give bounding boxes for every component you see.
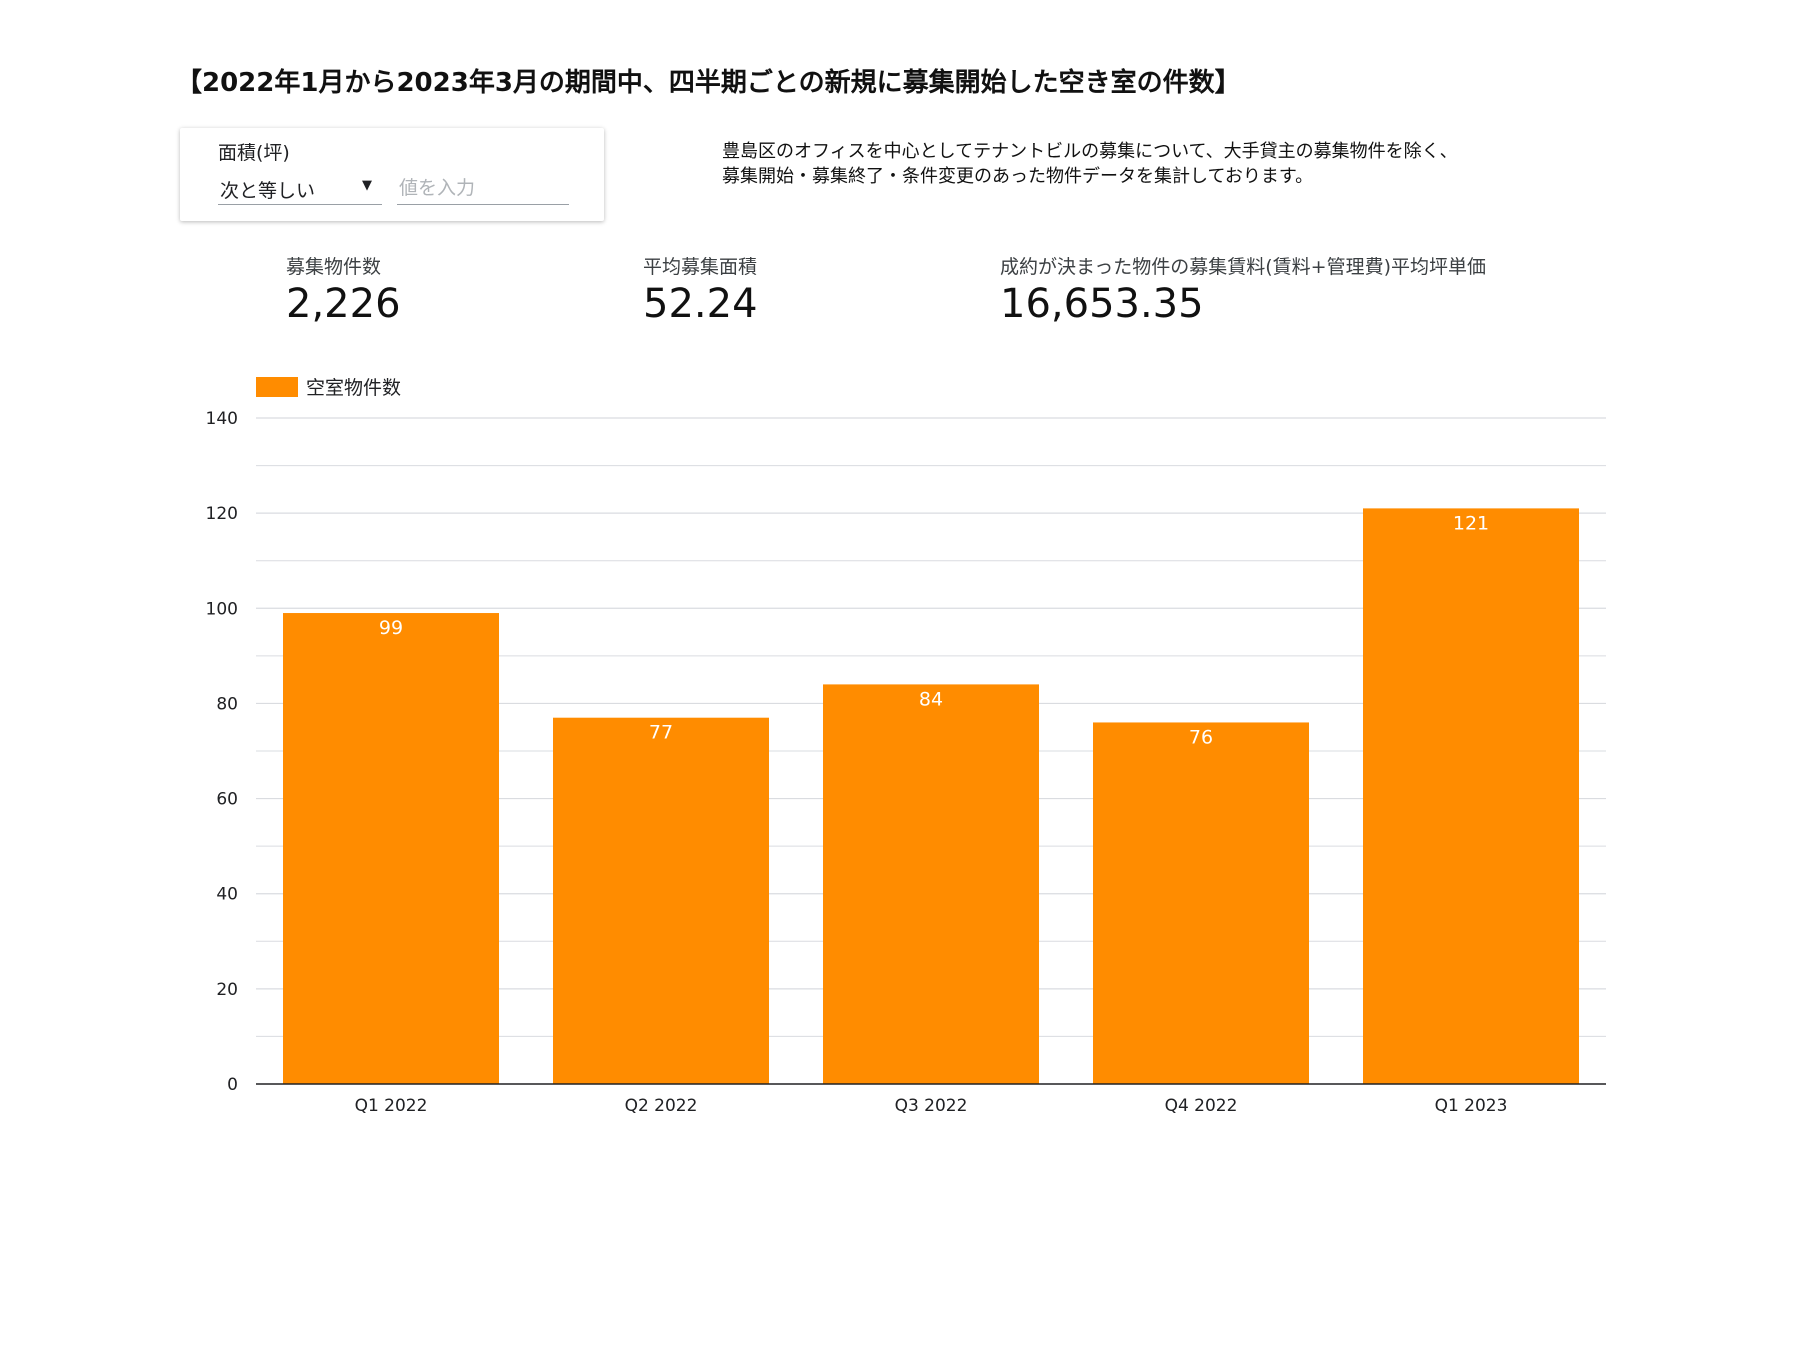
y-tick-label: 100 <box>206 599 238 619</box>
caret-down-icon: ▼ <box>362 178 372 193</box>
x-tick-label: Q4 2022 <box>1165 1096 1238 1116</box>
kpi-listing-count: 募集物件数 2,226 <box>286 252 401 327</box>
filter-value-input[interactable] <box>397 172 569 205</box>
kpi-average-area: 平均募集面積 52.24 <box>643 252 758 327</box>
kpi-label: 平均募集面積 <box>643 256 758 278</box>
y-tick-label: 0 <box>227 1075 238 1095</box>
legend-label: 空室物件数 <box>306 377 402 399</box>
bar-data-label: 76 <box>1189 726 1213 748</box>
page-title: 【2022年1月から2023年3月の期間中、四半期ごとの新規に募集開始した空き室… <box>176 68 1241 98</box>
bar <box>823 684 1039 1084</box>
filter-label: 面積(坪) <box>218 142 290 164</box>
bar <box>1363 508 1579 1084</box>
kpi-average-rent: 成約が決まった物件の募集賃料(賃料+管理費)平均坪単価 16,653.35 <box>1000 252 1486 327</box>
legend-swatch <box>256 376 298 397</box>
description-text: 豊島区のオフィスを中心としてテナントビルの募集について、大手貸主の募集物件を除く… <box>722 139 1622 189</box>
y-tick-label: 120 <box>206 504 238 524</box>
bar <box>553 717 769 1084</box>
y-tick-label: 40 <box>216 885 238 905</box>
description-line-1: 豊島区のオフィスを中心としてテナントビルの募集について、大手貸主の募集物件を除く… <box>722 141 1458 162</box>
x-tick-label: Q2 2022 <box>625 1096 698 1116</box>
bar <box>283 613 499 1084</box>
operator-selected-value: 次と等しい <box>220 180 316 202</box>
bar <box>1093 722 1309 1084</box>
x-tick-label: Q3 2022 <box>895 1096 968 1116</box>
y-tick-label: 20 <box>216 980 238 1000</box>
bar-data-label: 84 <box>919 688 943 710</box>
chart-legend: 空室物件数 <box>256 373 401 400</box>
kpi-value: 52.24 <box>643 281 758 327</box>
kpi-value: 16,653.35 <box>1000 281 1204 327</box>
y-tick-label: 80 <box>216 694 238 714</box>
bar-data-label: 121 <box>1453 512 1489 534</box>
bar-data-label: 99 <box>379 617 403 639</box>
kpi-label: 成約が決まった物件の募集賃料(賃料+管理費)平均坪単価 <box>1000 256 1486 278</box>
operator-dropdown[interactable]: 次と等しい ▼ <box>218 172 382 205</box>
bar-data-label: 77 <box>649 722 673 744</box>
area-filter-control: 面積(坪) 次と等しい ▼ <box>180 128 604 221</box>
description-line-2: 募集開始・募集終了・条件変更のあった物件データを集計しております。 <box>722 166 1314 187</box>
x-tick-label: Q1 2022 <box>355 1096 428 1116</box>
x-tick-label: Q1 2023 <box>1435 1096 1508 1116</box>
kpi-label: 募集物件数 <box>286 256 382 278</box>
y-tick-label: 60 <box>216 790 238 810</box>
y-tick-label: 140 <box>206 409 238 429</box>
kpi-value: 2,226 <box>286 281 401 327</box>
